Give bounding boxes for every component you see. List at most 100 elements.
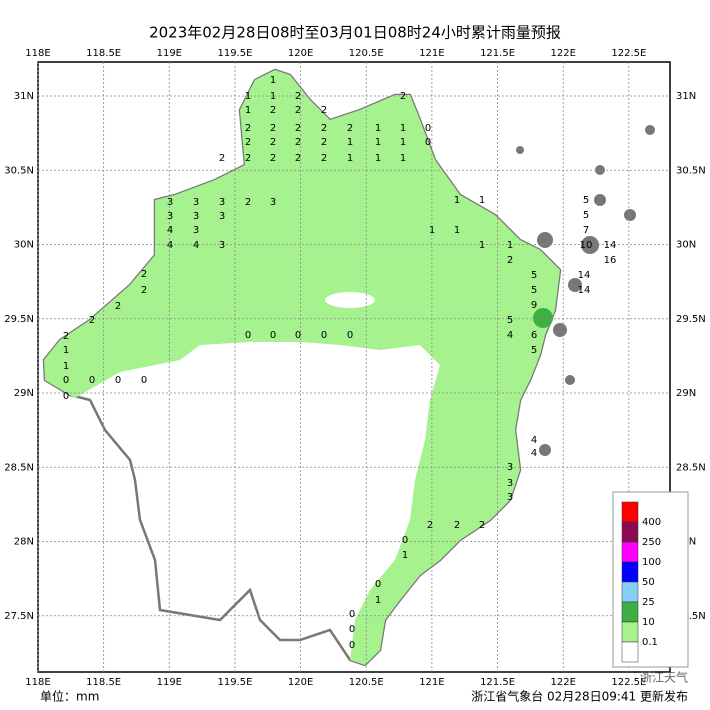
rain-area — [44, 70, 560, 665]
lat-label: 27.5N — [676, 611, 706, 622]
lat-label: 29.5N — [676, 314, 706, 325]
rain-value: 1 — [479, 195, 485, 206]
rain-value: 1 — [347, 153, 353, 164]
rain-value: 2 — [454, 520, 460, 531]
rain-value: 3 — [219, 211, 225, 222]
rain-value: 3 — [193, 197, 199, 208]
legend-swatch — [621, 641, 639, 663]
rain-value: 1 — [245, 105, 251, 116]
rain-cell — [533, 308, 553, 328]
rain-value: 1 — [479, 240, 485, 251]
rain-value: 1 — [400, 137, 406, 148]
rain-value: 4 — [531, 435, 537, 446]
lon-label: 119.5E — [217, 48, 252, 59]
rain-value: 3 — [219, 197, 225, 208]
rain-value: 2 — [219, 153, 225, 164]
rain-value: 10 — [580, 240, 593, 251]
rain-value: 2 — [400, 91, 406, 102]
rain-value: 1 — [454, 195, 460, 206]
rain-value: 1 — [375, 153, 381, 164]
rain-value: 3 — [507, 462, 513, 473]
rain-value: 1 — [375, 137, 381, 148]
rain-value: 5 — [531, 270, 537, 281]
rain-value: 0 — [141, 375, 147, 386]
lat-label: 29N — [14, 388, 34, 399]
map-title: 2023年02月28日08时至03月01日08时24小时累计雨量预报 — [149, 24, 561, 42]
rain-value: 1 — [63, 345, 69, 356]
rain-value: 2 — [479, 520, 485, 531]
legend-level: 250 — [642, 537, 661, 548]
rain-value: 2 — [245, 197, 251, 208]
lon-label: 118E — [25, 677, 50, 688]
rain-value: 2 — [321, 153, 327, 164]
rain-value: 3 — [270, 197, 276, 208]
rain-value: 1 — [347, 137, 353, 148]
rain-value: 1 — [429, 225, 435, 236]
rain-value: 0 — [402, 535, 408, 546]
rain-value: 2 — [295, 153, 301, 164]
rain-value: 2 — [245, 123, 251, 134]
legend-swatch — [621, 541, 639, 563]
rain-value: 4 — [531, 448, 537, 459]
lat-label: 28.5N — [4, 462, 34, 473]
rain-value: 4 — [507, 330, 513, 341]
rain-value: 3 — [167, 211, 173, 222]
lon-label: 121E — [419, 48, 444, 59]
lon-label: 122E — [550, 677, 575, 688]
lon-label: 120.5E — [349, 48, 384, 59]
rain-value: 1 — [507, 240, 513, 251]
lat-label: 28.5N — [676, 462, 706, 473]
lon-label: 120E — [288, 48, 313, 59]
lon-label: 121.5E — [480, 677, 515, 688]
rain-value: 2 — [270, 105, 276, 116]
lon-label: 120E — [288, 677, 313, 688]
lon-label: 120.5E — [349, 677, 384, 688]
rain-value: 1 — [400, 123, 406, 134]
rain-value: 4 — [167, 225, 173, 236]
rain-value: 0 — [375, 579, 381, 590]
rain-value: 0 — [295, 330, 301, 341]
rain-value: 3 — [507, 492, 513, 503]
rain-value: 2 — [295, 105, 301, 116]
lon-label: 122E — [550, 48, 575, 59]
rain-value: 2 — [295, 91, 301, 102]
rain-value: 2 — [295, 137, 301, 148]
unit: 单位：mm — [40, 689, 99, 704]
lat-label: 30.5N — [676, 165, 706, 176]
watermark: 浙江天气 — [640, 670, 688, 685]
lat-label: 30.5N — [4, 165, 34, 176]
lat-label: 31N — [14, 91, 34, 102]
rain-value: 3 — [193, 211, 199, 222]
legend-level: 400 — [642, 517, 661, 528]
rain-value: 1 — [270, 75, 276, 86]
lat-label: 27.5N — [4, 611, 34, 622]
rain-value: 0 — [89, 375, 95, 386]
rain-value: 14 — [604, 240, 617, 251]
lat-label: 29N — [676, 388, 696, 399]
rain-value: 2 — [63, 331, 69, 342]
lon-label: 122.5E — [611, 677, 646, 688]
rain-value: 5 — [531, 285, 537, 296]
lat-label: 30N — [676, 240, 696, 251]
rain-value: 0 — [321, 330, 327, 341]
lon-label: 119.5E — [217, 677, 252, 688]
rain-value: 3 — [167, 197, 173, 208]
lat-label: 30N — [14, 240, 34, 251]
issuer: 浙江省气象台 02月28日09:41 更新发布 — [471, 689, 688, 704]
rain-value: 0 — [347, 330, 353, 341]
rain-value: 2 — [321, 105, 327, 116]
rain-value: 5 — [507, 315, 513, 326]
rain-value: 2 — [347, 123, 353, 134]
rain-value: 9 — [531, 300, 537, 311]
rain-value: 3 — [193, 225, 199, 236]
rain-value: 14 — [578, 270, 591, 281]
rain-value: 2 — [245, 137, 251, 148]
rain-value: 2 — [141, 269, 147, 280]
legend-level: 25 — [642, 597, 655, 608]
rain-value: 0 — [270, 330, 276, 341]
legend-level: 10 — [642, 617, 655, 628]
legend-swatch — [621, 561, 639, 583]
lon-label: 119E — [157, 677, 182, 688]
dry-patch — [325, 292, 375, 308]
